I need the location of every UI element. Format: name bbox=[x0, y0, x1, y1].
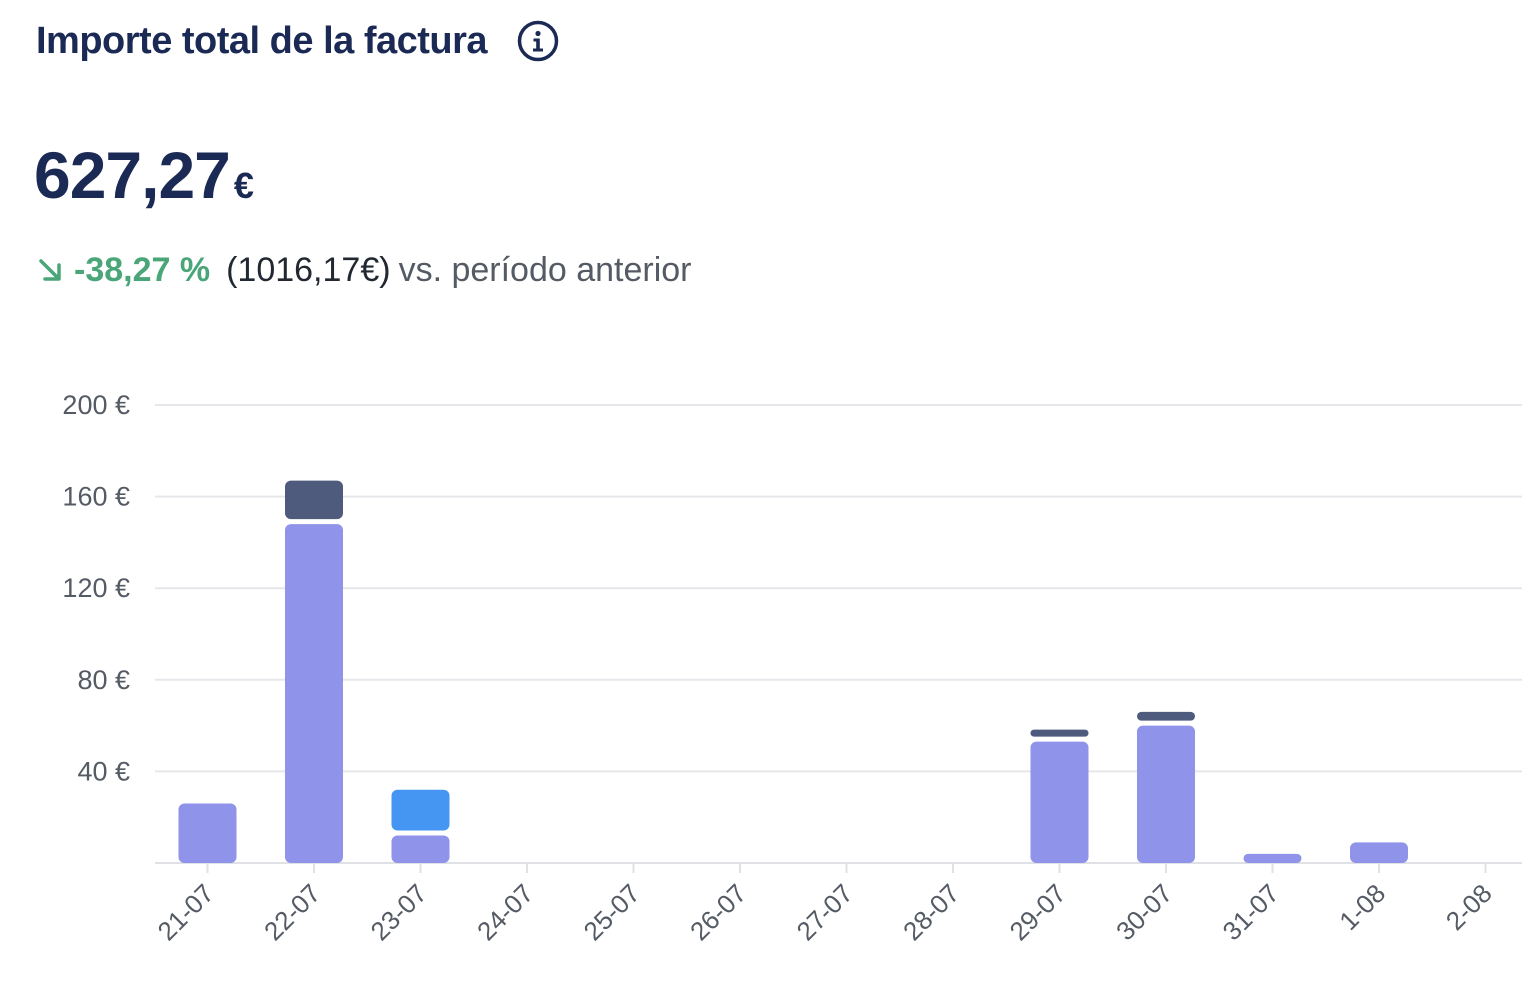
x-tick-label: 2-08 bbox=[1440, 878, 1498, 936]
chart-header: Importe total de la factura bbox=[36, 20, 559, 62]
comparison-label: vs. período anterior bbox=[398, 251, 692, 289]
arrow-down-right-icon bbox=[39, 259, 61, 281]
y-tick-label: 40 € bbox=[77, 756, 130, 786]
x-tick-label: 31-07 bbox=[1217, 878, 1285, 946]
bar-segment[interactable] bbox=[285, 480, 343, 520]
x-tick-label: 25-07 bbox=[578, 878, 646, 946]
x-tick-label: 27-07 bbox=[791, 878, 859, 946]
x-tick-label: 1-08 bbox=[1333, 878, 1391, 936]
bar-segment[interactable] bbox=[391, 835, 450, 863]
bar-segment[interactable] bbox=[1030, 741, 1089, 863]
bar-segment[interactable] bbox=[1137, 711, 1195, 721]
change-percentage: -38,27 % bbox=[74, 251, 211, 289]
period-comparison: -38,27 % (1016,17€) vs. período anterior bbox=[36, 253, 692, 287]
y-tick-label: 160 € bbox=[62, 482, 130, 512]
y-tick-label: 120 € bbox=[62, 573, 130, 603]
info-icon[interactable] bbox=[517, 20, 559, 62]
y-tick-label: 80 € bbox=[77, 665, 130, 695]
bar-segment[interactable] bbox=[391, 789, 450, 831]
x-tick-label: 23-07 bbox=[365, 878, 433, 946]
y-tick-label: 200 € bbox=[62, 390, 130, 420]
x-tick-label: 29-07 bbox=[1004, 878, 1072, 946]
bar-segment[interactable] bbox=[1030, 729, 1089, 737]
x-tick-label: 26-07 bbox=[684, 878, 752, 946]
x-tick-label: 24-07 bbox=[471, 878, 539, 946]
x-tick-label: 30-07 bbox=[1110, 878, 1178, 946]
x-tick-label: 22-07 bbox=[258, 878, 326, 946]
bar-segment[interactable] bbox=[178, 803, 237, 863]
total-amount-value: 627,27 bbox=[34, 138, 231, 212]
bar-segment[interactable] bbox=[1243, 853, 1302, 863]
bar-segment[interactable] bbox=[285, 524, 343, 863]
total-amount-currency: € bbox=[233, 165, 254, 206]
bar-segment[interactable] bbox=[1350, 842, 1408, 863]
x-tick-label: 21-07 bbox=[152, 878, 220, 946]
x-tick-label: 28-07 bbox=[897, 878, 965, 946]
stacked-bar-chart: 40 € 80 € 120 € 160 € 200 € 21-07 22-07 23-07 24… bbox=[62, 390, 1522, 946]
total-amount: 627,27 € bbox=[34, 142, 254, 208]
bar-segment[interactable] bbox=[1137, 725, 1195, 863]
chart-title: Importe total de la factura bbox=[36, 20, 488, 62]
previous-period-amount: (1016,17€) bbox=[226, 251, 391, 289]
